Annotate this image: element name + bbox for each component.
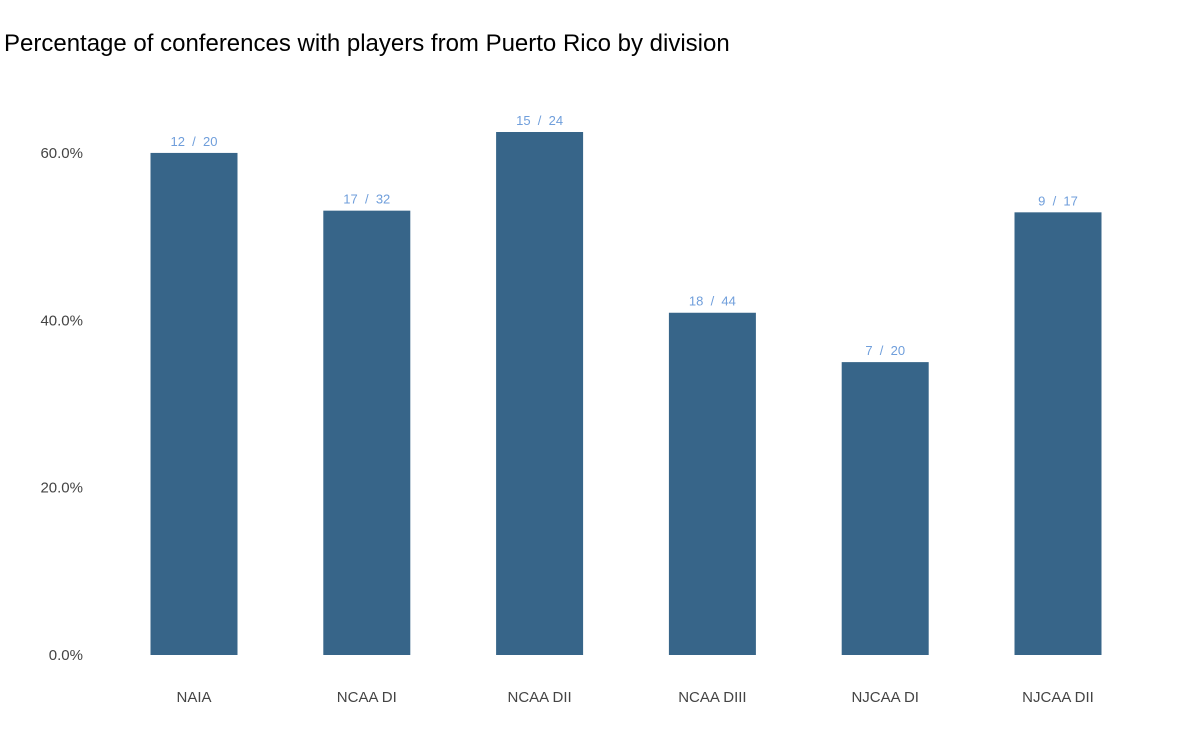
bar-data-label: 12 / 20 [171,134,218,149]
bar [496,132,584,655]
bar-data-label: 15 / 24 [516,113,563,128]
x-tick-label: NJCAA DII [1022,689,1094,706]
y-tick-label: 60.0% [40,145,83,162]
y-tick-label: 20.0% [40,480,83,497]
y-axis: 0.0% 20.0% 40.0% 60.0% [40,145,83,664]
x-tick-label: NCAA DIII [678,689,746,706]
bar [1014,212,1102,655]
x-tick-label: NCAA DII [508,689,572,706]
data-labels: 12 / 20 17 / 32 15 / 24 18 / 44 7 / 20 9 / 17 [171,113,1078,358]
chart-title: Percentage of conferences with players f… [4,30,730,57]
bar [841,362,929,655]
y-tick-label: 0.0% [49,647,83,664]
y-tick-label: 40.0% [40,312,83,329]
bar-data-label: 17 / 32 [343,192,390,207]
x-tick-label: NCAA DI [337,689,397,706]
bar-data-label: 9 / 17 [1038,193,1078,208]
bar [150,152,238,656]
bar [668,312,756,655]
bar-data-label: 18 / 44 [689,294,736,309]
bar-data-label: 7 / 20 [865,343,905,358]
bars [150,132,1102,656]
bar [323,210,411,656]
x-axis: NAIA NCAA DI NCAA DII NCAA DIII NJCAA DI NJCA… [176,689,1093,706]
x-tick-label: NJCAA DI [851,689,919,706]
x-tick-label: NAIA [176,689,211,706]
